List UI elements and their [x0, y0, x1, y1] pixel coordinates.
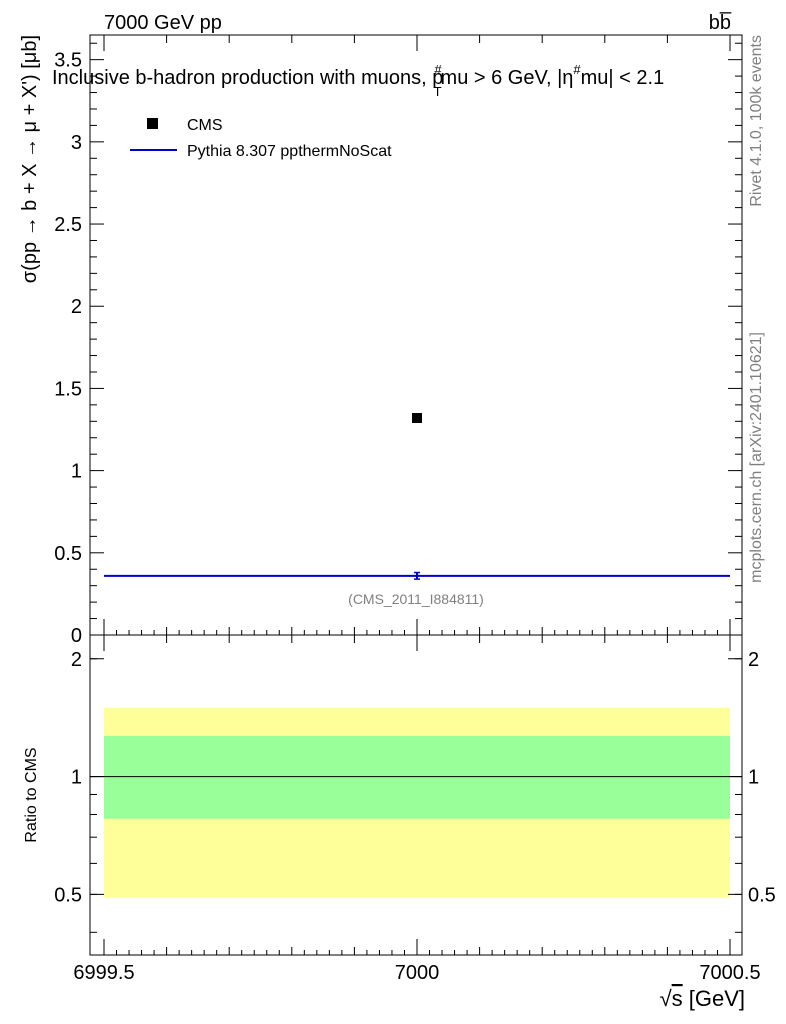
y-tick-label: 3.5 — [54, 50, 82, 72]
y-axis-label: σ(pp → b + X → μ + X') [μb] — [19, 35, 41, 283]
x-axis-label: √s [GeV] — [660, 986, 745, 1011]
ratio-tick-label-right: 0.5 — [748, 884, 776, 906]
y-tick-label: 1.5 — [54, 378, 82, 400]
x-tick-label: 7000.5 — [699, 962, 760, 984]
y-tick-label: 1 — [71, 461, 82, 483]
analysis-id: (CMS_2011_I884811) — [348, 591, 484, 607]
y-tick-label: 2.5 — [54, 214, 82, 236]
rivet-label: Rivet 4.1.0, 100k events — [748, 35, 765, 207]
ratio-y-axis-label: Ratio to CMS — [23, 747, 40, 842]
legend-pythia-label: Pythia 8.307 ppthermNoScat — [187, 143, 392, 160]
ratio-tick-label-left: 1 — [71, 767, 82, 789]
header-right: bb̅ — [709, 11, 732, 34]
y-tick-label: 0 — [71, 625, 82, 647]
y-tick-label: 3 — [71, 132, 82, 154]
ratio-tick-label-right: 2 — [748, 649, 759, 671]
ratio-tick-label-right: 1 — [748, 767, 759, 789]
ratio-band-inner — [104, 735, 730, 819]
header-left: 7000 GeV pp — [104, 12, 222, 34]
main-plot-marks — [104, 413, 730, 580]
legend: CMS Pythia 8.307 ppthermNoScat — [130, 117, 392, 160]
x-tick-label: 7000 — [395, 962, 440, 984]
legend-cms-label: CMS — [187, 117, 223, 134]
ratio-axis-ticks: 6999.5 7000 7000.5 0.5 0.5 1 1 2 2 — [54, 635, 776, 984]
main-axis-ticks: 0 0.5 1 1.5 2 2.5 3 3.5 — [54, 35, 742, 647]
mcplots-label: mcplots.cern.ch [arXiv:2401.10621] — [748, 332, 765, 583]
y-tick-label: 0.5 — [54, 543, 82, 565]
ratio-plot-marks — [90, 707, 742, 898]
cms-data-point — [412, 413, 422, 424]
plot-title: Inclusive b-hadron production with muons… — [52, 62, 664, 99]
legend-cms-marker — [147, 118, 158, 129]
ratio-tick-label-left: 0.5 — [54, 884, 82, 906]
x-tick-label: 6999.5 — [73, 962, 134, 984]
y-tick-label: 2 — [71, 296, 82, 318]
ratio-panel: 6999.5 7000 7000.5 0.5 0.5 1 1 2 2 — [54, 634, 776, 984]
ratio-frame — [89, 634, 743, 956]
ratio-tick-label-left: 2 — [71, 649, 82, 671]
